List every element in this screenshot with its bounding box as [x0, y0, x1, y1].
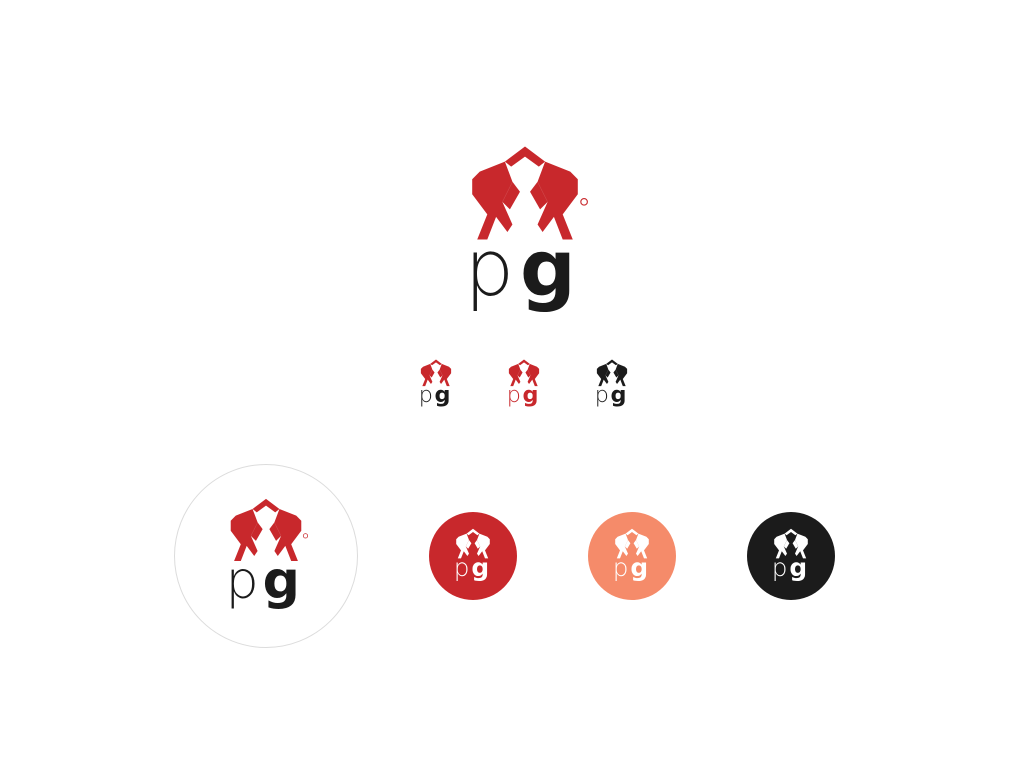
wordmark-letter-g: g: [263, 551, 300, 611]
figures-symbol-icon: [420, 359, 452, 387]
wordmark-letter-g: g: [611, 382, 627, 408]
figures-symbol-icon: [615, 528, 649, 559]
wordmark-letter-g: g: [523, 382, 539, 408]
figures-symbol-icon: [774, 528, 808, 559]
wordmark-letter-p: p: [613, 553, 629, 582]
wordmark-letter-g: g: [520, 224, 576, 314]
wordmark-letter-p: p: [226, 551, 259, 611]
figures-symbol-icon: [230, 498, 302, 562]
wordmark-letter-g: g: [471, 553, 489, 582]
figures-symbol-icon: [472, 146, 578, 240]
wordmark-letter-p: p: [419, 382, 433, 408]
wordmark-letter-p: p: [507, 382, 521, 408]
wordmark-letter-p: p: [465, 224, 514, 314]
registered-mark-icon: [302, 533, 308, 539]
wordmark-letter-p: p: [454, 553, 470, 582]
figures-symbol-icon: [508, 359, 540, 387]
wordmark-letter-g: g: [789, 553, 807, 582]
wordmark-letter-p: p: [595, 382, 609, 408]
wordmark-letter-p: p: [772, 553, 788, 582]
figures-symbol-icon: [596, 359, 628, 387]
wordmark-letter-g: g: [630, 553, 648, 582]
registered-mark-icon: [580, 197, 588, 206]
figures-symbol-icon: [456, 528, 490, 559]
wordmark-letter-g: g: [435, 382, 451, 408]
